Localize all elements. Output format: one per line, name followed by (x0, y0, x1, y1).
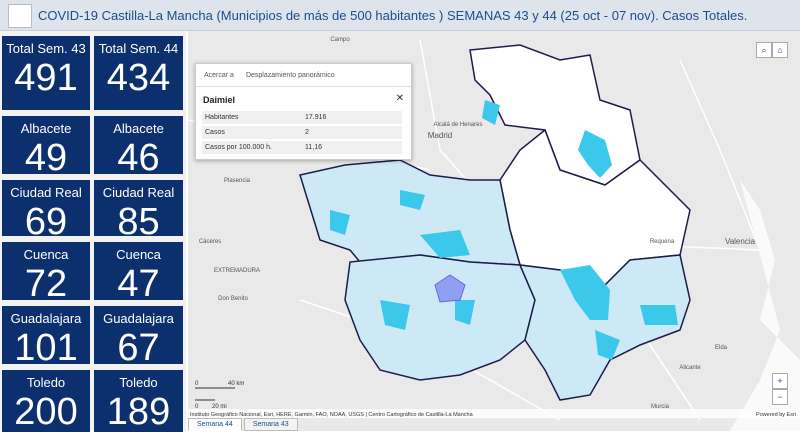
kpi-value: 72 (24, 263, 68, 305)
kpi-label: Guadalajara (10, 311, 82, 326)
place-label: Murcia (651, 404, 670, 410)
place-label: Cáceres (199, 239, 221, 245)
kpi-tile: Cuenca 47 (94, 242, 183, 304)
kpi-value: 189 (106, 391, 171, 433)
kpi-tile: Guadalajara 67 (94, 306, 183, 368)
kpi-tile: Albacete 49 (2, 116, 90, 178)
kpi-value: 47 (117, 263, 160, 305)
indicator-panel: Total Sem. 43 491 Total Sem. 44 434 Albacete… (0, 31, 186, 432)
place-label: Madrid (428, 131, 452, 140)
popup-row: Casos por 100.000 h. 11,16 (202, 140, 402, 156)
place-label: Requena (650, 239, 675, 245)
kpi-tile: Toledo 189 (94, 370, 183, 432)
popup-cell: 11,16 (302, 140, 402, 156)
close-button[interactable]: ✕ (395, 93, 404, 104)
scale-label: 0 (195, 381, 199, 387)
kpi-tile: Ciudad Real 85 (94, 180, 183, 242)
place-label: Don Benito (218, 296, 248, 302)
kpi-label: Albacete (113, 121, 164, 136)
place-label: EXTREMADURA (214, 268, 260, 274)
kpi-tile: Total Sem. 44 434 (94, 36, 183, 110)
kpi-label: Guadalajara (103, 311, 174, 326)
zoom-in[interactable]: + (772, 373, 788, 389)
popup-cell: Habitantes (202, 111, 302, 126)
popup-cell: Casos (202, 125, 302, 141)
logo (8, 4, 32, 28)
kpi-value: 200 (14, 391, 78, 433)
popup-title: Daimiel (203, 95, 236, 105)
kpi-tile: Total Sem. 43 491 (2, 36, 90, 110)
map[interactable]: Madrid Alcalá de Henares Plasencia Cáceres E… (187, 31, 800, 431)
kpi-tile: Guadalajara 101 (2, 306, 90, 368)
kpi-value: 101 (14, 327, 78, 369)
popup-row: Habitantes 17.916 (202, 111, 402, 126)
kpi-label: Ciudad Real (102, 185, 175, 200)
scale-label: 0 (195, 404, 199, 410)
kpi-tile: Toledo 200 (2, 370, 90, 432)
kpi-value: 46 (117, 137, 160, 179)
popup-row: Casos 2 (202, 125, 402, 141)
kpi-tile: Cuenca 72 (2, 242, 90, 304)
tab[interactable]: Semana 43 (243, 418, 298, 431)
kpi-tile: Albacete 46 (94, 116, 183, 178)
kpi-value: 49 (24, 137, 68, 179)
kpi-label: Toledo (119, 375, 158, 390)
tabs: Semana 44 Semana 43 (188, 418, 300, 431)
header: COVID-19 Castilla-La Mancha (Municipios … (0, 0, 800, 31)
attribution-bg (188, 409, 800, 418)
zoom-out[interactable]: − (772, 389, 788, 405)
kpi-value: 85 (117, 201, 160, 243)
place-label: Elda (715, 345, 728, 351)
place-label: Alcalá de Henares (433, 122, 482, 128)
powered-by: Powered by Esri (756, 412, 796, 418)
tab[interactable]: Semana 44 (188, 418, 242, 431)
kpi-value: 69 (24, 201, 68, 243)
kpi-value: 491 (14, 57, 78, 99)
place-label: Campo (330, 37, 350, 43)
popup: Acercar a Desplazamiento panorámico Daimi… (195, 63, 412, 160)
map-canvas: Madrid Alcalá de Henares Plasencia Cáceres E… (187, 31, 800, 431)
title: COVID-19 Castilla-La Mancha (Municipios … (38, 8, 748, 23)
kpi-value: 67 (117, 327, 160, 369)
attribution: Instituto Geográfico Nacional, Esri, HER… (190, 412, 474, 418)
kpi-label: Ciudad Real (10, 185, 82, 200)
place-label: Plasencia (224, 178, 251, 184)
popup-tool[interactable]: Desplazamiento panorámico (245, 71, 335, 79)
kpi-label: Cuenca (116, 247, 161, 262)
kpi-label: Total Sem. 44 (98, 41, 179, 56)
home-button[interactable]: ⌂ (772, 42, 788, 58)
popup-cell: 2 (302, 125, 402, 141)
kpi-tile: Ciudad Real 69 (2, 180, 90, 242)
kpi-label: Cuenca (23, 247, 69, 262)
search-button[interactable]: ⌕ (756, 42, 772, 58)
popup-tool[interactable]: Acercar a (204, 71, 234, 79)
popup-table: Habitantes 17.916 Casos 2 Casos por 100.000 … (202, 111, 402, 156)
place-label: Valencia (725, 237, 756, 246)
kpi-label: Total Sem. 43 (6, 41, 86, 56)
kpi-label: Albacete (20, 121, 72, 136)
popup-cell: Casos por 100.000 h. (202, 140, 302, 156)
kpi-label: Toledo (26, 375, 66, 390)
place-label: Alicante (679, 365, 701, 371)
scale-label: 20 mi (212, 404, 227, 410)
popup-cell: 17.916 (302, 111, 402, 126)
kpi-value: 434 (106, 57, 171, 99)
popup-toolbar: Acercar a Desplazamiento panorámico (196, 64, 411, 87)
scale-label: 40 km (228, 381, 244, 387)
